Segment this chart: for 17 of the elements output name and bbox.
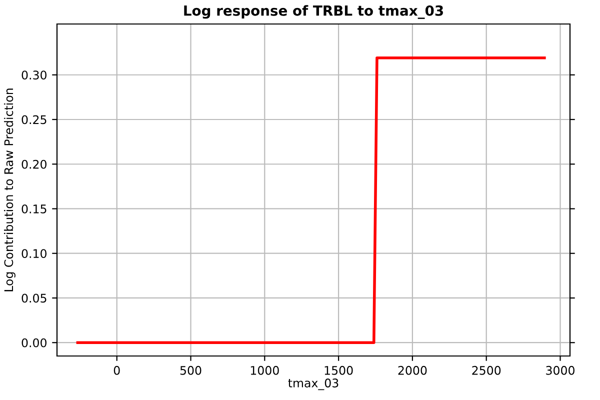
x-tick-label: 2500 (472, 366, 501, 375)
y-tick-label: 0.20 (22, 160, 46, 169)
y-tick-label: 0.10 (22, 249, 46, 258)
y-tick-label: 0.05 (22, 294, 46, 303)
x-tick-label: 0 (114, 366, 120, 375)
chart-title: Log response of TRBL to tmax_03 (184, 5, 443, 19)
x-tick-label: 2000 (398, 366, 427, 375)
x-tick-label: 1500 (324, 366, 353, 375)
y-axis-title: Log Contribution to Raw Prediction (4, 88, 16, 292)
y-tick-label: 0.25 (22, 115, 46, 124)
x-tick-label: 1000 (250, 366, 279, 375)
x-tick-label: 3000 (546, 366, 574, 375)
x-axis-title: tmax_03 (288, 378, 338, 390)
y-tick-label: 0.15 (22, 204, 46, 214)
y-tick-label: 0.00 (22, 338, 46, 348)
x-tick-label: 500 (180, 366, 202, 375)
y-tick-label: 0.30 (22, 70, 46, 80)
